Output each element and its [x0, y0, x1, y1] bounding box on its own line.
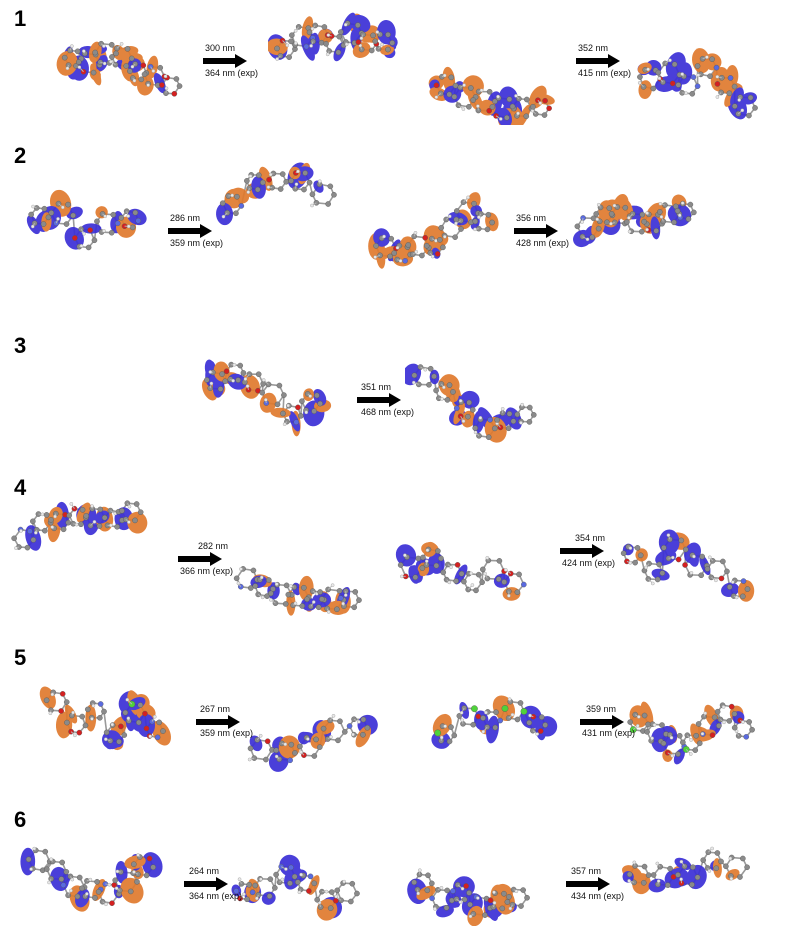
atom-group — [637, 55, 758, 119]
transition-arrow-1a — [203, 54, 247, 68]
orbital-lobes — [216, 162, 324, 226]
orbital-5-a-ground — [39, 686, 172, 751]
orbital-6-b-ground — [407, 868, 530, 926]
transition-arrow-2b — [514, 224, 558, 238]
transition-2b-calc: 356 nm — [516, 213, 547, 223]
orbital-3-excited — [405, 363, 537, 443]
row-label-1: 1 — [14, 6, 27, 31]
orbital-5-b-ground — [431, 695, 558, 749]
transition-6b-calc: 357 nm — [571, 866, 602, 876]
transition-arrow-4a — [178, 552, 222, 566]
transition-arrow-5a — [196, 715, 240, 729]
transition-arrow-5b — [580, 715, 624, 729]
transition-6b-exp: 434 nm (exp) — [571, 891, 625, 901]
transition-5a-calc: 267 nm — [200, 704, 231, 714]
atom-group — [574, 200, 697, 242]
atom-group — [411, 364, 537, 440]
transition-arrow-3 — [357, 393, 401, 407]
orbital-6-a-ground — [20, 846, 163, 912]
transition-1b-exp: 415 nm (exp) — [578, 68, 632, 78]
row-label-2: 2 — [14, 143, 27, 168]
orbital-lobes — [26, 189, 147, 250]
orbital-lobes — [231, 854, 343, 921]
atom-group — [28, 200, 142, 251]
orbital-4-a-ground — [11, 500, 148, 551]
transition-6a-calc: 264 nm — [189, 866, 220, 876]
orbital-2-b-excited — [573, 193, 697, 248]
transition-4a-calc: 282 nm — [198, 541, 229, 551]
atom-group — [433, 73, 552, 121]
atom-group — [11, 500, 144, 551]
atom-group — [233, 566, 362, 614]
orbital-4-b-ground — [395, 541, 527, 601]
orbital-2-a-ground — [26, 189, 147, 251]
transition-1a-exp: 364 nm (exp) — [205, 68, 259, 78]
transition-4b-exp: 424 nm (exp) — [562, 558, 616, 568]
atom-group — [397, 546, 527, 598]
row-label-3: 3 — [14, 333, 27, 358]
atom-group — [61, 40, 183, 97]
row-label-6: 6 — [14, 807, 27, 832]
atom-group — [233, 863, 360, 911]
atom-group — [219, 169, 337, 219]
transition-arrow-1b — [576, 54, 620, 68]
transition-5b-exp: 431 nm (exp) — [582, 728, 636, 738]
transition-2a-calc: 286 nm — [170, 213, 201, 223]
transition-3-exp: 468 nm (exp) — [361, 407, 415, 417]
orbital-3-ground — [201, 359, 332, 437]
orbital-6-b-excited — [622, 846, 750, 895]
transition-1b-calc: 352 nm — [578, 43, 609, 53]
atom-group — [434, 697, 549, 745]
transition-arrow-4b — [560, 544, 604, 558]
transition-arrow-6a — [184, 877, 228, 891]
row-label-5: 5 — [14, 645, 27, 670]
transition-4b-calc: 354 nm — [575, 533, 606, 543]
orbital-5-b-excited — [627, 701, 755, 765]
atom-group — [204, 361, 323, 426]
orbital-lobes — [201, 359, 332, 437]
orbital-1-b-excited — [637, 48, 758, 120]
orbital-lobes — [405, 363, 522, 443]
atom-group — [373, 195, 495, 264]
atom-group — [274, 20, 396, 61]
orbital-5-a-excited — [247, 714, 378, 772]
atom-group — [626, 846, 750, 888]
transition-3-calc: 351 nm — [361, 382, 392, 392]
transition-1a-calc: 300 nm — [205, 43, 236, 53]
transition-5b-calc: 359 nm — [586, 704, 617, 714]
atom-group — [247, 714, 371, 764]
orbital-lobes — [622, 529, 755, 602]
transition-6a-exp: 364 nm (exp) — [189, 891, 243, 901]
transition-2b-exp: 428 nm (exp) — [516, 238, 570, 248]
orbital-1-a-excited — [268, 12, 398, 62]
atom-group — [43, 689, 166, 745]
transition-arrow-2a — [168, 224, 212, 238]
orbital-2-b-ground — [368, 192, 499, 269]
transition-5a-exp: 359 nm (exp) — [200, 728, 254, 738]
orbital-4-a-excited — [233, 566, 362, 616]
atom-group — [620, 533, 751, 600]
orbital-1-a-ground — [56, 40, 183, 97]
row-label-4: 4 — [14, 475, 27, 500]
orbital-2-a-excited — [216, 162, 337, 226]
orbital-4-b-excited — [620, 529, 755, 602]
orbital-1-b-ground — [428, 66, 555, 125]
transition-arrow-6b — [566, 877, 610, 891]
atom-group — [411, 868, 530, 919]
transition-2a-exp: 359 nm (exp) — [170, 238, 224, 248]
orbital-6-a-excited — [231, 854, 360, 921]
atom-group — [25, 846, 156, 907]
atom-group — [627, 702, 755, 758]
orbital-lobes — [407, 876, 517, 926]
transition-4a-exp: 366 nm (exp) — [180, 566, 234, 576]
